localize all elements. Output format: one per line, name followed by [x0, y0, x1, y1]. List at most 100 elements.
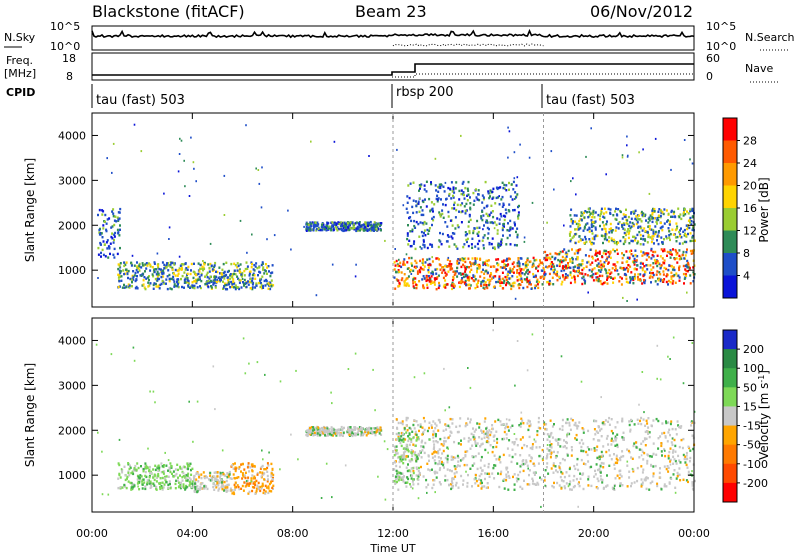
data-cell: [603, 423, 606, 426]
nave-label: Nave: [745, 62, 773, 75]
data-cell: [403, 475, 405, 478]
data-cell: [117, 273, 120, 276]
data-cell: [176, 283, 179, 286]
data-cell: [574, 281, 577, 284]
data-cell: [491, 427, 494, 431]
data-cell: [232, 473, 235, 476]
data-cell: [222, 272, 225, 275]
data-cell: [360, 430, 363, 434]
data-cell: [206, 271, 209, 274]
data-cell: [238, 269, 241, 272]
data-cell: [481, 431, 484, 434]
data-cell: [222, 275, 225, 278]
data-cell: [222, 280, 224, 283]
data-cell: [552, 462, 555, 465]
data-cell: [212, 282, 215, 285]
data-cell: [266, 480, 269, 483]
data-cell: [411, 474, 414, 477]
data-cell: [195, 180, 197, 183]
data-cell: [673, 438, 676, 442]
data-cell: [672, 455, 675, 458]
data-cell: [473, 462, 476, 465]
data-cell: [421, 278, 424, 281]
data-cell: [645, 487, 648, 491]
data-cell: [465, 202, 468, 206]
data-cell: [665, 275, 668, 278]
data-cell: [400, 271, 403, 274]
data-cell: [447, 235, 450, 238]
data-cell: [485, 430, 488, 433]
data-cell: [450, 265, 452, 268]
data-cell: [430, 275, 433, 278]
data-cell: [326, 225, 329, 228]
data-cell: [471, 464, 474, 467]
data-cell: [208, 270, 211, 273]
data-cell: [566, 435, 568, 438]
data-cell: [555, 454, 558, 458]
data-cell: [202, 269, 204, 272]
data-cell: [488, 213, 491, 216]
data-cell: [588, 215, 591, 218]
data-cell: [213, 264, 216, 267]
data-cell: [475, 444, 478, 447]
data-cell: [418, 210, 421, 213]
data-cell: [552, 471, 555, 474]
data-cell: [651, 235, 654, 238]
data-cell: [483, 485, 486, 488]
data-cell: [661, 257, 664, 260]
data-cell: [507, 474, 510, 478]
data-cell: [569, 238, 572, 241]
data-cell: [591, 241, 593, 245]
data-cell: [665, 209, 668, 212]
data-cell: [620, 475, 623, 478]
data-cell: [485, 269, 488, 273]
data-cell: [407, 435, 410, 438]
data-cell: [606, 256, 609, 259]
data-cell: [678, 268, 681, 272]
data-cell: [143, 276, 146, 279]
data-cell: [571, 419, 574, 422]
data-cell: [438, 468, 441, 472]
data-cell: [194, 482, 196, 485]
data-cell: [336, 226, 339, 229]
data-cell: [399, 438, 402, 441]
data-cell: [521, 436, 524, 439]
data-cell: [144, 287, 147, 291]
data-cell: [479, 275, 482, 278]
data-cell: [630, 418, 632, 422]
data-cell: [456, 262, 459, 266]
freq-tick-bottom: 8: [66, 70, 73, 83]
data-cell: [539, 476, 541, 479]
data-cell: [541, 458, 544, 462]
data-cell: [614, 267, 617, 271]
data-cell: [692, 447, 695, 451]
data-cell: [222, 472, 225, 476]
cpid-segment-2: rbsp 200: [396, 85, 454, 100]
data-cell: [525, 278, 528, 281]
data-cell: [675, 240, 678, 243]
data-cell: [240, 487, 243, 490]
data-cell: [693, 273, 696, 276]
data-cell: [163, 483, 166, 486]
data-cell: [465, 283, 468, 286]
data-cell: [123, 272, 126, 276]
data-cell: [175, 472, 178, 476]
data-cell: [652, 228, 655, 232]
data-cell: [586, 446, 589, 449]
data-cell: [254, 286, 257, 289]
data-cell: [442, 462, 445, 465]
data-cell: [141, 262, 144, 265]
data-cell: [566, 276, 569, 279]
data-cell: [403, 427, 406, 430]
data-cell: [420, 213, 423, 217]
data-cell: [460, 265, 463, 269]
data-cell: [247, 283, 250, 286]
data-cell: [653, 242, 655, 245]
data-cell: [244, 471, 247, 474]
data-cell: [525, 264, 528, 267]
data-cell: [409, 230, 412, 233]
data-cell: [683, 457, 686, 461]
data-cell: [596, 258, 599, 261]
data-cell: [447, 424, 450, 427]
data-cell: [643, 214, 646, 217]
